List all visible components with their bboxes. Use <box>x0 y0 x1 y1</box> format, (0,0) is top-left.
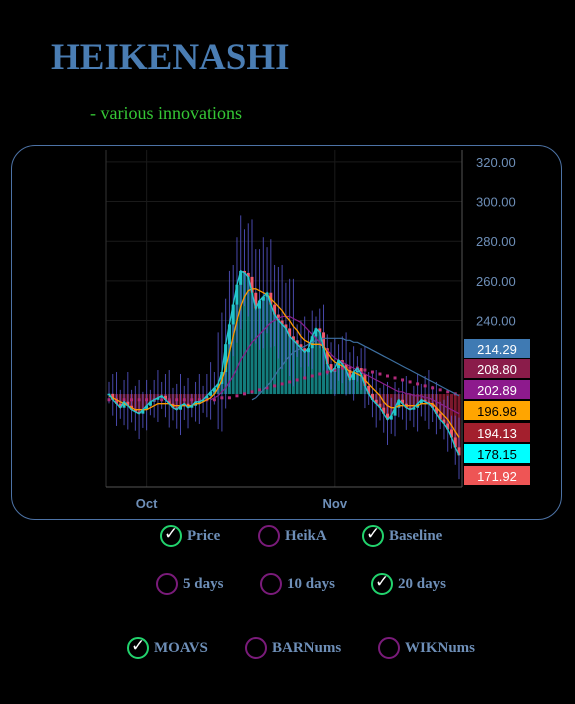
checkbox-price[interactable]: ✓ <box>160 525 182 547</box>
option-baseline-label: Baseline <box>389 528 442 545</box>
y-tick-label: 300.00 <box>476 195 516 210</box>
y-tick-label: 280.00 <box>476 234 516 249</box>
checkbox-wiknums[interactable]: ✓ <box>378 637 400 659</box>
checkbox-baseline[interactable]: ✓ <box>362 525 384 547</box>
ma-marker <box>288 380 291 383</box>
ma-marker <box>296 378 299 381</box>
ma-marker <box>183 398 186 401</box>
ma-marker <box>108 398 111 401</box>
ma-marker <box>394 376 397 379</box>
price-label: 178.15 <box>477 447 517 462</box>
option-heika[interactable]: ✓ HeikA <box>258 525 327 547</box>
check-icon: ✓ <box>164 523 178 545</box>
ma-marker <box>311 374 314 377</box>
ma-marker <box>431 386 434 389</box>
check-icon: ✓ <box>366 523 380 545</box>
checkbox-moavs[interactable]: ✓ <box>127 637 149 659</box>
checkbox-10-days[interactable]: ✓ <box>260 573 282 595</box>
price-label: 208.80 <box>477 362 517 377</box>
check-icon: ✓ <box>131 635 145 657</box>
price-label: 171.92 <box>477 469 517 484</box>
ma-marker <box>281 382 284 385</box>
ma-marker <box>251 390 254 393</box>
ma-marker <box>235 394 238 397</box>
option-10-days-label: 10 days <box>287 576 335 593</box>
option-20-days-label: 20 days <box>398 576 446 593</box>
option-baseline[interactable]: ✓ Baseline <box>362 525 442 547</box>
ma-marker <box>371 371 374 374</box>
ma-marker <box>273 384 276 387</box>
ma-marker <box>175 398 178 401</box>
option-heika-label: HeikA <box>285 528 327 545</box>
x-tick-label: Oct <box>136 496 158 511</box>
option-10-days[interactable]: ✓ 10 days <box>260 573 335 595</box>
checkbox-barnums[interactable]: ✓ <box>245 637 267 659</box>
price-label: 196.98 <box>477 404 517 419</box>
option-20-days[interactable]: ✓ 20 days <box>371 573 446 595</box>
option-5-days-label: 5 days <box>183 576 223 593</box>
ma-marker <box>303 376 306 379</box>
checkbox-5-days[interactable]: ✓ <box>156 573 178 595</box>
option-moavs[interactable]: ✓ MOAVS <box>127 637 208 659</box>
ma-marker <box>386 374 389 377</box>
ma-marker <box>326 371 329 374</box>
ma-marker <box>318 373 321 376</box>
ma-marker <box>243 392 246 395</box>
y-tick-label: 320.00 <box>476 155 516 170</box>
checkbox-heika[interactable]: ✓ <box>258 525 280 547</box>
price-label: 214.29 <box>477 342 517 357</box>
option-wiknums-label: WIKNums <box>405 640 475 657</box>
check-icon: ✓ <box>375 571 389 593</box>
option-price[interactable]: ✓ Price <box>160 525 220 547</box>
ma-marker <box>220 396 223 399</box>
y-tick-label: 260.00 <box>476 274 516 289</box>
ma-marker <box>378 373 381 376</box>
x-tick-label: Nov <box>323 496 348 511</box>
ma-marker <box>424 384 427 387</box>
option-barnums-label: BARNums <box>272 640 341 657</box>
ma-marker <box>190 398 193 401</box>
ma-marker <box>145 398 148 401</box>
option-barnums[interactable]: ✓ BARNums <box>245 637 341 659</box>
ma-marker <box>228 396 231 399</box>
price-label: 194.13 <box>477 426 517 441</box>
ma-marker <box>258 388 261 391</box>
ma-marker <box>160 398 163 401</box>
ma-marker <box>439 388 442 391</box>
ma-marker <box>168 398 171 401</box>
ma-marker <box>130 398 133 401</box>
ma-marker <box>416 382 419 385</box>
ma-marker <box>363 369 366 372</box>
option-wiknums[interactable]: ✓ WIKNums <box>378 637 475 659</box>
option-price-label: Price <box>187 528 220 545</box>
price-label: 202.89 <box>477 383 517 398</box>
ma-marker <box>409 380 412 383</box>
ma-marker <box>401 378 404 381</box>
ma-marker <box>138 398 141 401</box>
option-5-days[interactable]: ✓ 5 days <box>156 573 223 595</box>
checkbox-20-days[interactable]: ✓ <box>371 573 393 595</box>
option-moavs-label: MOAVS <box>154 640 208 657</box>
y-tick-label: 240.00 <box>476 313 516 328</box>
